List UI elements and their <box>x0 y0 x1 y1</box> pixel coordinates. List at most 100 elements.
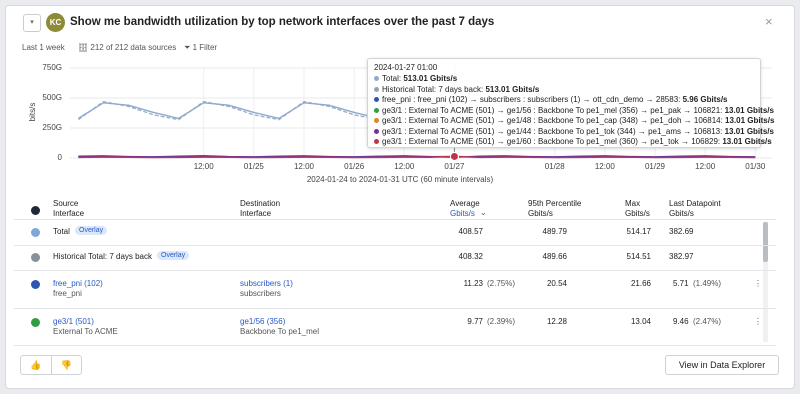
column-header: Average <box>450 199 480 208</box>
max: 514.51 <box>626 252 651 261</box>
x-tick-label: 01/25 <box>244 162 265 171</box>
tooltip-row: ge3/1 : External To ACME (501) → ge1/44 … <box>374 127 774 136</box>
average: 9.77 <box>467 317 483 326</box>
tooltip-row: ge3/1 : External To ACME (501) → ge1/48 … <box>374 116 774 125</box>
thumbs-down[interactable]: 👎 <box>60 360 72 370</box>
tooltip-row: Historical Total: 7 days back: 513.01 Gb… <box>374 85 539 94</box>
header-dot <box>31 206 40 215</box>
p95: 20.54 <box>546 279 567 288</box>
max: 13.04 <box>630 317 651 326</box>
tooltip: 2024-01-27 01:00 Total: 513.01 Gbits/s Hi… <box>367 58 774 148</box>
tooltip-label: Total: <box>382 74 404 83</box>
source-sub: External To ACME <box>53 327 118 336</box>
column-header: Interface <box>240 209 272 218</box>
dest-sub: subscribers <box>240 289 281 298</box>
dest: subscribers (1) <box>240 279 293 288</box>
tooltip-dot <box>374 118 379 123</box>
tooltip-row: Total: 513.01 Gbits/s <box>374 74 457 83</box>
row-dot <box>31 280 40 289</box>
average: 11.23 <box>463 279 483 288</box>
tooltip-dot <box>374 86 379 92</box>
dest: ge1/56 (356) <box>240 317 286 326</box>
x-tick-label: 01/29 <box>645 162 666 171</box>
tooltip-value: 513.01 Gbits/s <box>403 74 458 83</box>
max: 514.17 <box>626 227 651 236</box>
row-menu[interactable]: ⋮ <box>754 279 762 288</box>
row-divider <box>14 270 776 271</box>
row-divider <box>14 308 776 309</box>
x-tick-label: 01/27 <box>444 162 465 171</box>
p95: 12.28 <box>546 317 567 326</box>
series-line <box>78 155 756 159</box>
tooltip-dot <box>374 76 379 81</box>
y-tick-label: 500G <box>42 93 62 102</box>
explorer-button[interactable]: View in Data Explorer <box>665 355 779 375</box>
row-divider <box>14 345 776 346</box>
collapse-button[interactable]: ▾ <box>23 14 41 32</box>
last: 5.71 <box>673 279 689 288</box>
last-pct: (2.47%) <box>693 317 722 326</box>
scroll-thumb[interactable] <box>763 222 768 262</box>
dest-sub: Backbone To pe1_mel <box>240 327 320 336</box>
tooltip-label: ge3/1 : External To ACME (501) → ge1/44 … <box>382 126 725 136</box>
title: Show me bandwidth utilization by top net… <box>70 16 495 28</box>
y-tick-label: 0 <box>58 153 63 162</box>
tooltip-value: 513.01 Gbits/s <box>485 84 540 94</box>
scrollbar[interactable] <box>763 222 768 342</box>
tooltip-value: 5.96 Gbits/s <box>682 95 728 104</box>
filter[interactable]: ⏷ 1 Filter <box>184 43 217 53</box>
p95: 489.66 <box>542 252 567 261</box>
column-header: Interface <box>53 209 85 218</box>
column-header: Destination <box>240 199 281 208</box>
average: 408.32 <box>458 252 483 261</box>
tooltip-value: 13.01 Gbits/s <box>722 137 772 146</box>
data-sources-text: 212 of 212 data sources <box>90 43 177 52</box>
tooltip-dot <box>374 139 379 144</box>
y-tick-label: 250G <box>42 123 62 132</box>
time-range[interactable]: Last 1 week <box>22 43 65 52</box>
x-tick-label: 12:00 <box>595 162 616 171</box>
x-tick-label: 12:00 <box>695 162 716 171</box>
x-axis-label: 2024-01-24 to 2024-01-31 UTC (60 minute … <box>307 175 494 184</box>
tooltip-label: free_pni : free_pni (102) → subscribers … <box>382 95 683 104</box>
column-header: Gbits/s <box>669 209 694 218</box>
last: 382.69 <box>669 227 694 236</box>
source: Historical Total: 7 days back <box>53 252 153 261</box>
last-pct: (1.49%) <box>693 279 722 288</box>
tooltip-value: 13.01 Gbits/s <box>724 105 774 115</box>
source-sub: free_pni <box>53 289 82 298</box>
badge: Overlay <box>75 226 108 235</box>
row-dot <box>31 228 40 237</box>
column-header: 95th Percentile <box>528 199 582 208</box>
column-header: Gbits/s <box>625 209 650 218</box>
last: 9.46 <box>673 317 689 326</box>
source: ge3/1 (501) <box>53 317 94 326</box>
tooltip-dot <box>374 128 379 134</box>
row-menu[interactable]: ⋮ <box>754 317 762 326</box>
column-header: Source <box>53 199 79 208</box>
tooltip-label: ge3/1 : External To ACME (501) → ge1/48 … <box>382 116 726 125</box>
x-tick-label: 01/28 <box>545 162 566 171</box>
icon: 🗄 <box>78 43 91 52</box>
data-sources[interactable]: 🗄 212 of 212 data sources <box>78 43 176 52</box>
row-dot <box>31 253 40 262</box>
close-button[interactable]: × <box>765 14 773 29</box>
y-axis-label: bits/s <box>28 103 37 122</box>
x-tick-label: 01/26 <box>344 162 365 171</box>
tooltip-label: ge3/1 : External To ACME (501) → ge1/56 … <box>382 105 725 115</box>
row-divider <box>14 245 776 246</box>
tooltip-dot <box>374 107 379 113</box>
badge: Overlay <box>157 251 190 260</box>
tooltip-value: 13.01 Gbits/s <box>725 116 775 125</box>
column-header: Gbits/s <box>528 209 553 218</box>
column-header: Last Datapoint <box>669 199 721 208</box>
column-header: Gbits/s <box>450 209 475 218</box>
tooltip-row: free_pni : free_pni (102) → subscribers … <box>374 95 728 104</box>
source: free_pni (102) <box>53 279 103 288</box>
average: 408.57 <box>458 227 483 236</box>
column-header: Max <box>625 199 641 208</box>
p95: 489.79 <box>542 227 567 236</box>
average-pct: (2.75%) <box>487 279 516 288</box>
thumbs-up[interactable]: 👍 <box>21 356 52 374</box>
